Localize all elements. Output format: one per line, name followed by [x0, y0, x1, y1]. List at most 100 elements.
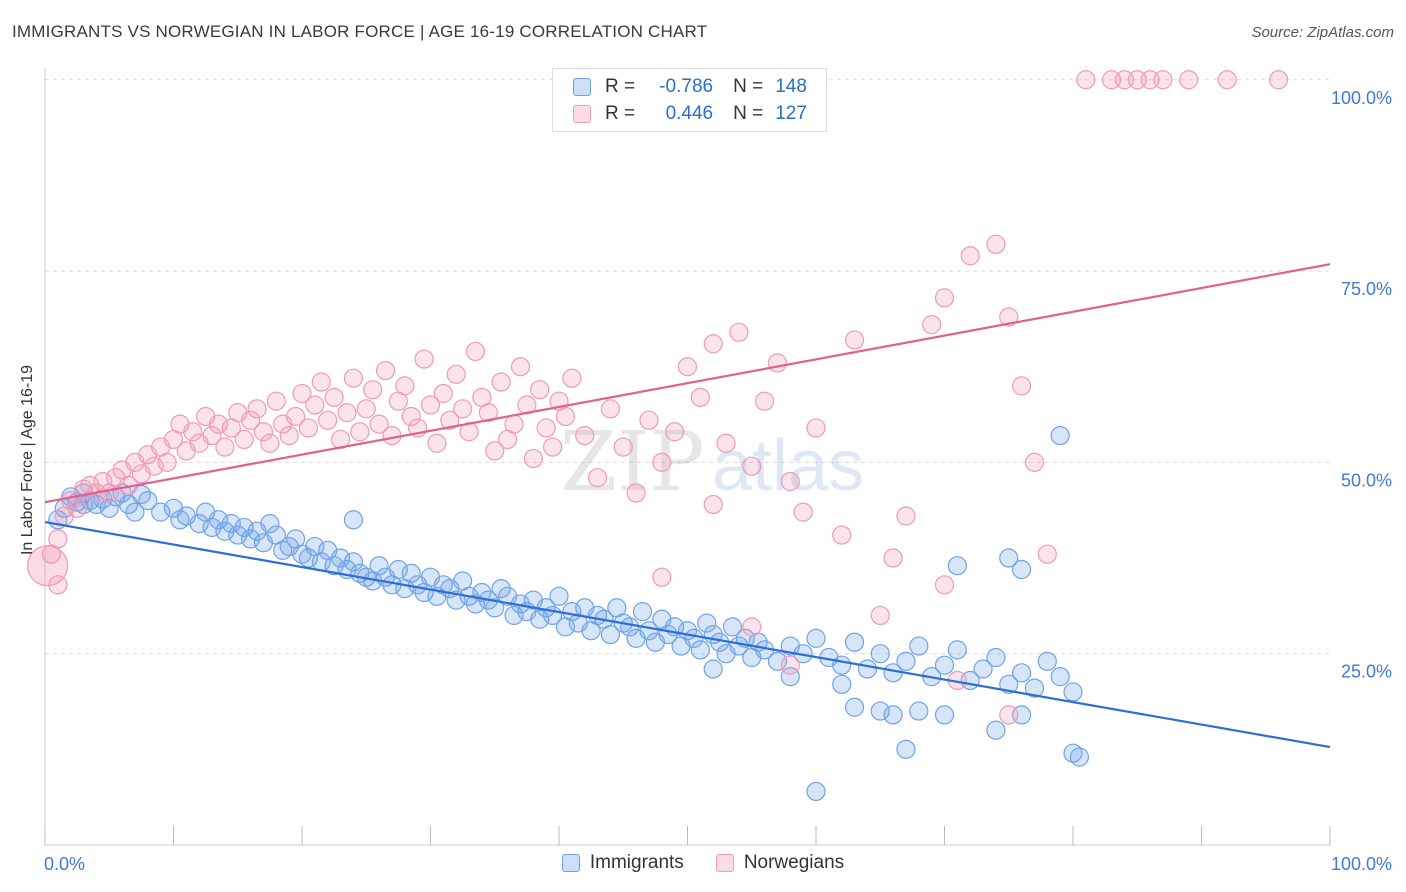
data-point [639, 410, 659, 430]
data-point [754, 391, 775, 411]
data-point [1217, 70, 1237, 90]
legend-row-norwegians: R = 0.446 N = 127 [573, 103, 807, 125]
data-point [767, 651, 788, 671]
tick-labels: 25.0% 50.0% 75.0% 100.0% 0.0% 100.0% [44, 88, 1392, 874]
data-point [305, 395, 325, 415]
y-tick-label: 25.0% [1341, 662, 1392, 682]
data-point [652, 452, 672, 472]
data-point [1011, 559, 1032, 580]
data-point [690, 640, 710, 660]
data-point [453, 399, 473, 419]
legend-swatch-norwegians [715, 854, 734, 872]
data-point [587, 468, 608, 488]
y-axis-label: In Labor Force | Age 16-19 [19, 364, 36, 556]
data-point [555, 406, 576, 427]
data-point [241, 529, 261, 549]
legend-swatch-immigrants [573, 78, 591, 96]
data-point [703, 334, 723, 354]
data-point [363, 380, 383, 400]
legend-item-immigrants[interactable]: Immigrants [561, 852, 684, 874]
data-point [934, 655, 955, 675]
data-point [1024, 452, 1045, 472]
data-point [208, 414, 229, 434]
chart-title: IMMIGRANTS VS NORWEGIAN IN LABOR FORCE |… [12, 22, 708, 41]
data-point [292, 383, 312, 404]
data-point [549, 586, 569, 606]
data-point [221, 514, 241, 534]
data-point [510, 357, 531, 377]
data-point [311, 372, 331, 392]
legend-r-value: -0.786 [659, 76, 714, 97]
data-point [806, 418, 826, 438]
watermark-zip: ZIP [560, 415, 705, 510]
data-point [844, 697, 865, 717]
data-point [652, 567, 672, 587]
data-point [832, 674, 852, 694]
data-point [542, 437, 563, 457]
data-point [465, 594, 486, 614]
legend-row-immigrants: R = -0.786 N = 148 [573, 76, 807, 98]
data-point [832, 525, 852, 545]
data-point [934, 575, 955, 595]
data-point [343, 368, 363, 388]
data-point [427, 433, 447, 453]
data-point [536, 418, 556, 438]
stats-legend: R = -0.786 N = 148 R = 0.446 N = 127 [552, 68, 827, 132]
data-point [343, 552, 363, 572]
data-point [144, 456, 164, 476]
data-point [767, 353, 788, 373]
data-point [999, 548, 1019, 568]
data-point [228, 525, 248, 545]
data-point [151, 502, 171, 522]
data-point [1037, 544, 1057, 564]
data-point [742, 617, 762, 637]
data-point [337, 403, 357, 423]
data-point [414, 349, 434, 369]
data-point [844, 330, 865, 350]
data-point [806, 781, 826, 802]
legend-label-immigrants: Immigrants [589, 852, 684, 873]
data-point [1050, 667, 1070, 687]
data-point [485, 598, 505, 618]
data-point [870, 605, 890, 626]
data-point [318, 410, 338, 430]
data-point [999, 705, 1019, 725]
data-point [202, 425, 222, 446]
data-point [722, 617, 743, 637]
data-point [806, 628, 826, 648]
data-point [999, 307, 1019, 327]
trend-line-immigrants [44, 520, 1331, 749]
data-point [530, 380, 550, 400]
data-point [613, 437, 633, 457]
data-point [986, 720, 1006, 740]
legend-r-label: R = [605, 103, 636, 124]
data-point [1179, 70, 1199, 90]
data-point [99, 498, 119, 518]
data-point [157, 452, 177, 472]
data-point [690, 387, 710, 407]
legend-n-label: N = [733, 76, 764, 97]
data-point [266, 391, 286, 411]
data-point [253, 422, 274, 442]
data-point [1024, 678, 1045, 698]
data-point [491, 579, 511, 599]
data-point [600, 399, 621, 419]
data-point [401, 563, 421, 583]
data-point [703, 494, 723, 515]
legend-item-norwegians[interactable]: Norwegians [715, 852, 844, 874]
data-point [947, 556, 967, 576]
data-point [716, 433, 736, 453]
data-point [793, 502, 813, 522]
data-point [844, 632, 865, 652]
data-point [298, 418, 319, 438]
x-tick-label: 0.0% [44, 854, 85, 874]
data-point [67, 498, 87, 518]
data-point [247, 399, 267, 419]
data-point [986, 234, 1006, 254]
legend-r-label: R = [605, 76, 636, 97]
data-point [632, 602, 653, 622]
data-point [433, 383, 453, 404]
data-point [896, 506, 916, 526]
data-point [934, 288, 955, 308]
data-point [697, 613, 717, 633]
